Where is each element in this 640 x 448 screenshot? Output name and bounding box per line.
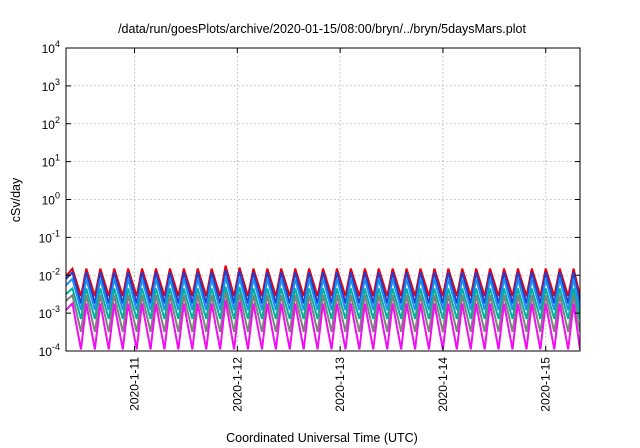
y-axis-label: cSv/day — [9, 177, 23, 222]
series-line-5 — [66, 292, 580, 333]
x-tick-label: 2020-1-15 — [539, 357, 553, 412]
y-tick-label: 10-1 — [39, 228, 60, 245]
x-tick-label: 2020-1-11 — [128, 357, 142, 411]
x-tick-label: 2020-1-12 — [230, 357, 244, 412]
series-line-2 — [66, 269, 580, 304]
chart-title: /data/run/goesPlots/archive/2020-01-15/0… — [118, 22, 526, 36]
y-tick-label: 103 — [42, 77, 60, 94]
series-layer — [66, 265, 580, 350]
x-tick-label: 2020-1-13 — [333, 357, 347, 412]
series-line-6 — [66, 300, 580, 350]
y-tick-label: 10-2 — [39, 266, 60, 283]
y-tick-label: 10-3 — [39, 304, 60, 321]
x-tick-label: 2020-1-14 — [436, 357, 450, 412]
y-tick-label: 100 — [42, 191, 60, 208]
y-tick-label: 101 — [42, 153, 60, 170]
series-line-4 — [66, 286, 580, 320]
ticks: 10-4 10-3 10-2 10-1 100 101 102 103 104 2020-1-11… — [39, 39, 580, 412]
y-tick-label: 10-4 — [39, 342, 60, 359]
y-tick-label: 104 — [42, 39, 60, 56]
y-tick-label: 102 — [42, 115, 60, 132]
series-line-1 — [66, 265, 580, 297]
x-axis-label: Coordinated Universal Time (UTC) — [226, 431, 418, 445]
series-line-3 — [66, 276, 580, 311]
